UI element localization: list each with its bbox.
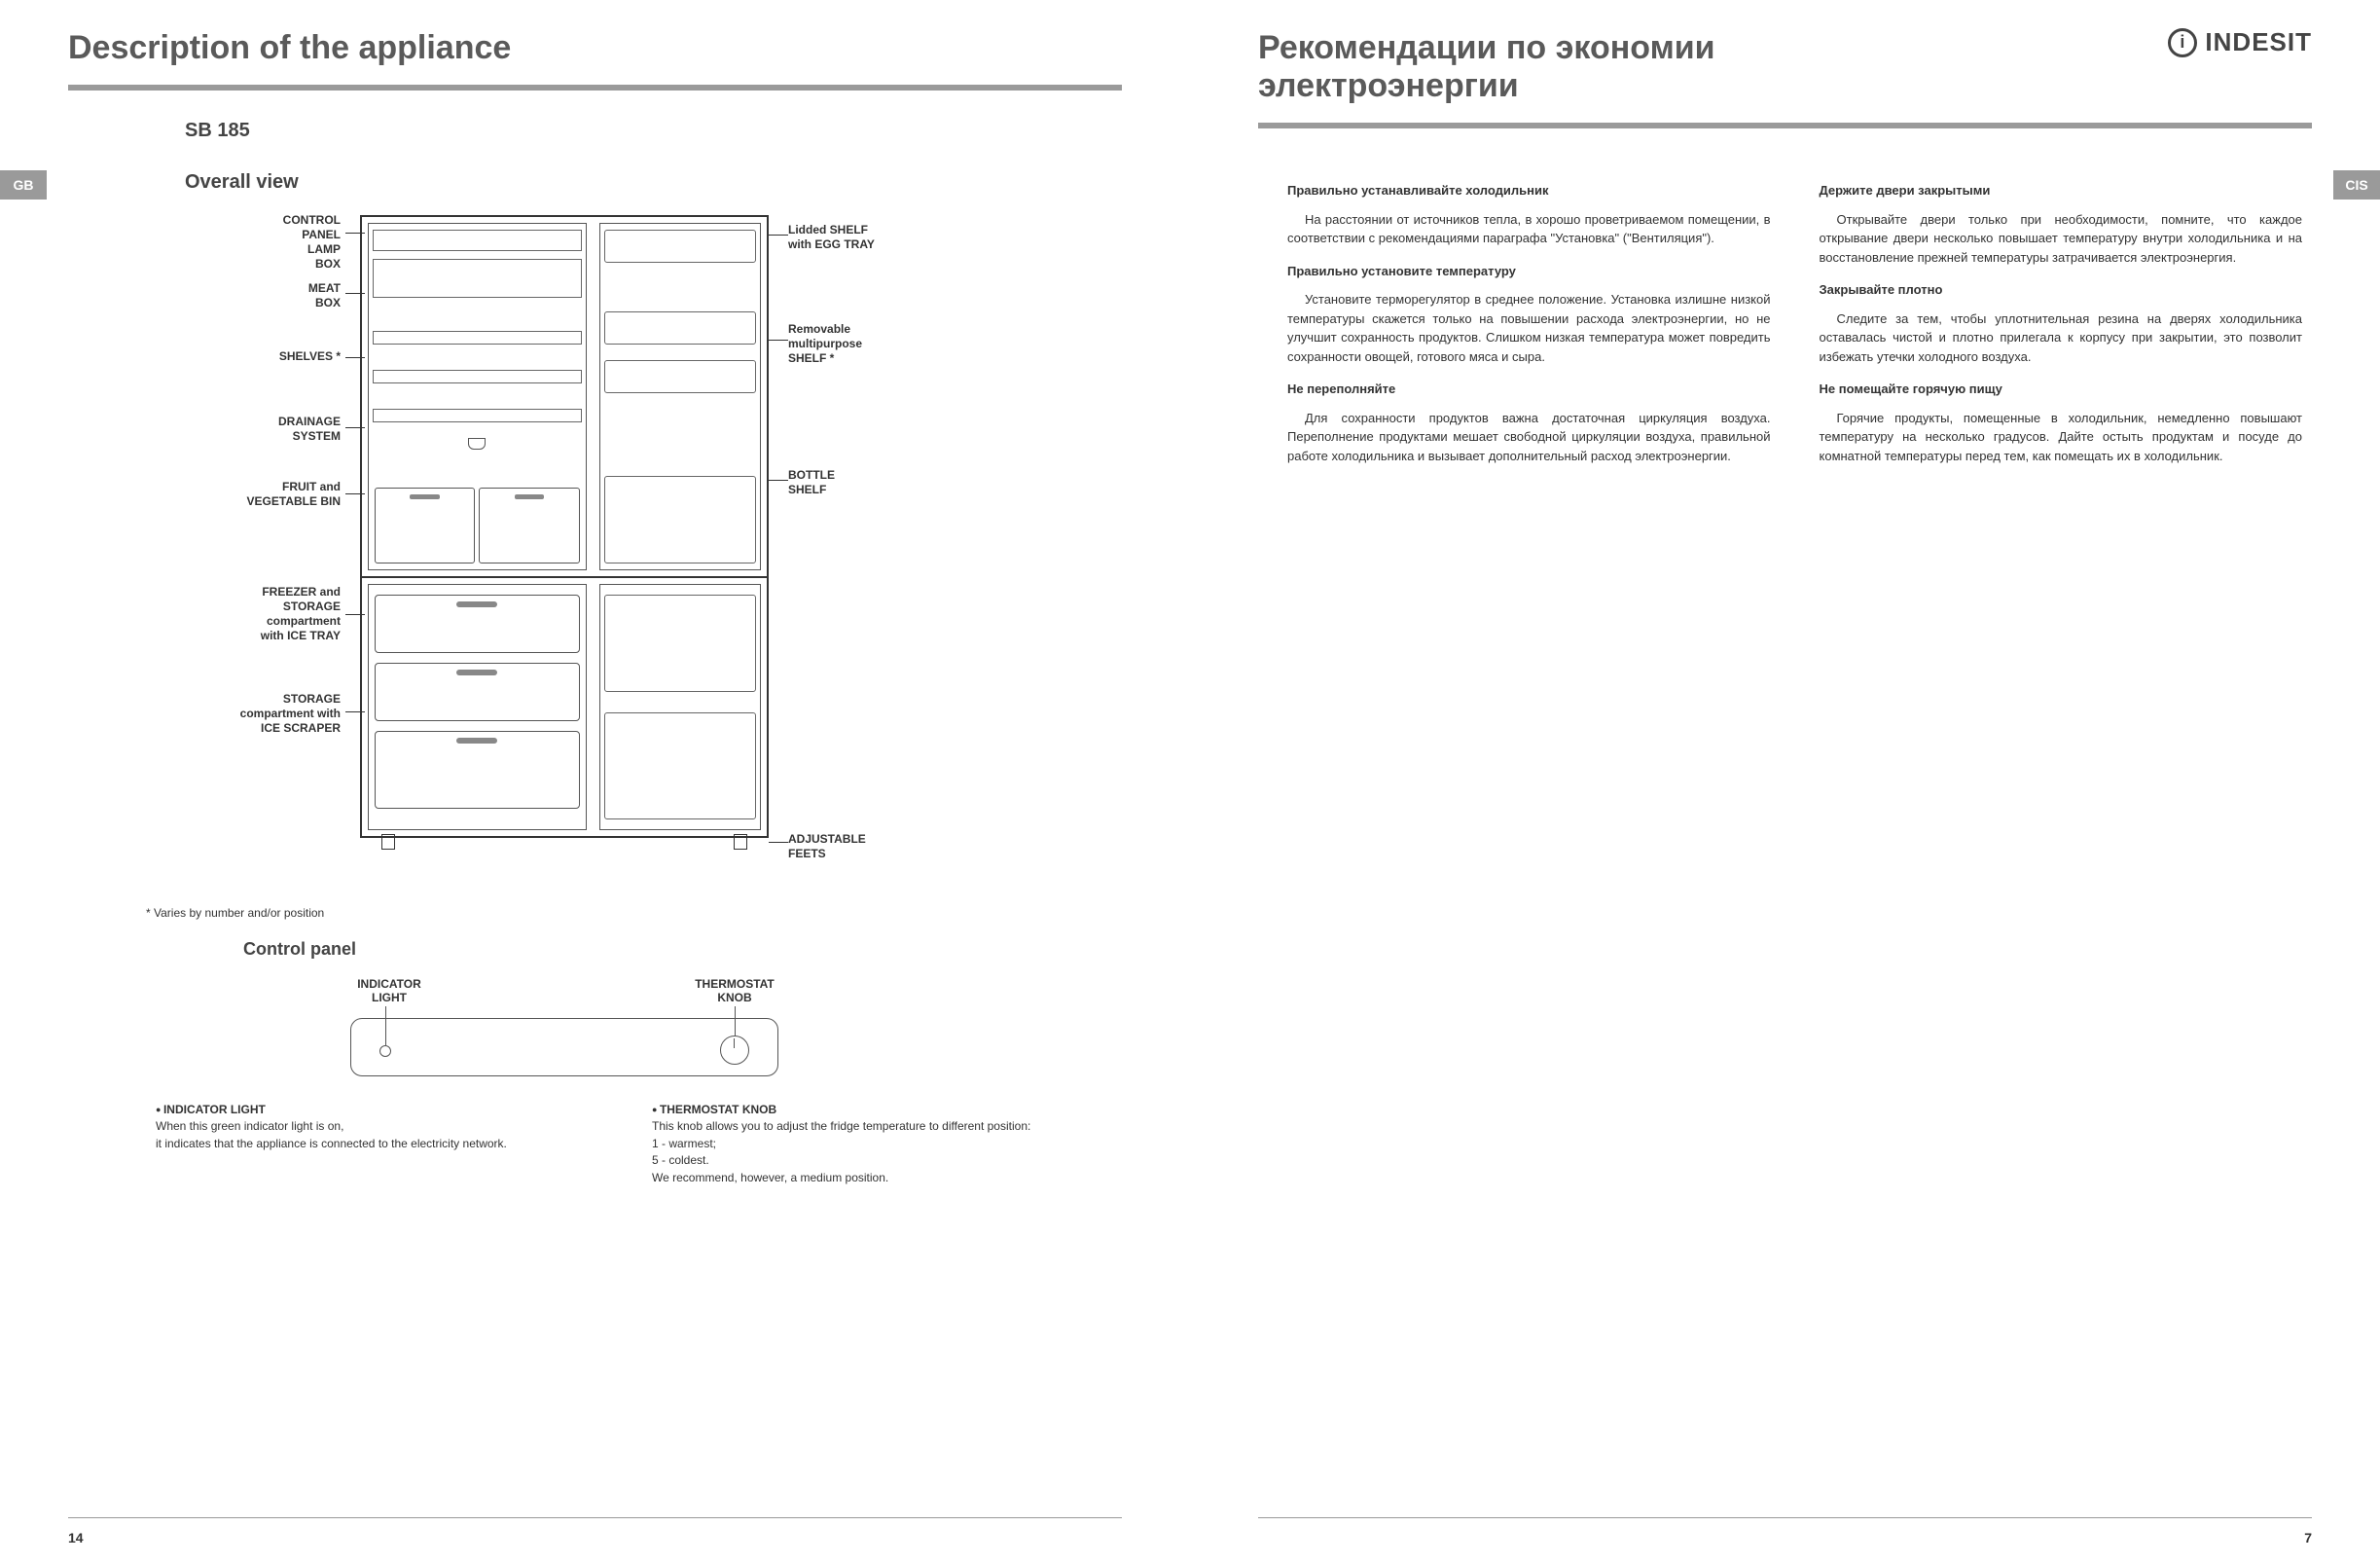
col2-h2: Закрывайте плотно xyxy=(1820,280,2303,300)
fridge-door xyxy=(599,223,761,570)
note-knob-head: THERMOSTAT KNOB xyxy=(660,1103,776,1116)
col1-h2: Правильно установите температуру xyxy=(1287,262,1771,281)
lead xyxy=(345,614,365,615)
col2-h1: Держите двери закрытыми xyxy=(1820,181,2303,200)
model-number: SB 185 xyxy=(185,120,1122,142)
note-thermostat-knob: THERMOSTAT KNOB This knob allows you to … xyxy=(652,1102,1061,1186)
col1-h1: Правильно устанавливайте холодильник xyxy=(1287,181,1771,200)
egg-tray-shelf xyxy=(604,230,756,263)
shelf-3 xyxy=(373,409,582,422)
foot-left xyxy=(381,834,395,850)
fridge-outline xyxy=(360,215,769,838)
col1-p1: На расстоянии от источников тепла, в хор… xyxy=(1287,210,1771,248)
note-knob-body: This knob allows you to adjust the fridg… xyxy=(652,1119,1030,1183)
col1-p3: Для сохранности продуктов важна достаточ… xyxy=(1287,409,1771,466)
col2-h3: Не помещайте горячую пищу xyxy=(1820,380,2303,399)
shelf-2 xyxy=(373,370,582,383)
freezer-drawer-1 xyxy=(375,595,580,653)
shelf-1 xyxy=(373,331,582,345)
content-columns: Правильно устанавливайте холодильник На … xyxy=(1258,158,2312,465)
page-number-right: 7 xyxy=(2304,1530,2312,1545)
brand-text: INDESIT xyxy=(2205,27,2312,57)
control-panel-diagram: INDICATORLIGHT THERMOSTATKNOB xyxy=(234,977,934,1084)
label-indicator-light: INDICATORLIGHT xyxy=(331,977,448,1004)
page-title-right: Рекомендации по экономии электроэнергии xyxy=(1258,29,1959,105)
lead xyxy=(769,480,788,481)
lang-tab-cis: CIS xyxy=(2333,170,2380,200)
col2-p1: Открывайте двери только при необходимост… xyxy=(1820,210,2303,268)
callout-removable-shelf: RemovablemultipurposeSHELF * xyxy=(788,322,1002,366)
lead xyxy=(345,427,365,428)
callout-shelves: SHELVES * xyxy=(146,349,341,364)
callout-bottle-shelf: BOTTLESHELF xyxy=(788,468,1002,497)
lead xyxy=(769,842,788,843)
control-panel-heading: Control panel xyxy=(243,939,1122,960)
control-panel-notes: INDICATOR LIGHT When this green indicato… xyxy=(156,1102,1122,1186)
callout-feet: ADJUSTABLEFEETS xyxy=(788,832,1002,861)
label-thermostat-knob: THERMOSTATKNOB xyxy=(676,977,793,1004)
lang-tab-gb: GB xyxy=(0,170,47,200)
note-indicator-light: INDICATOR LIGHT When this green indicato… xyxy=(156,1102,564,1186)
callout-control-panel: CONTROLPANELLAMPBOX xyxy=(146,213,341,272)
col1-p2: Установите терморегулятор в среднее поло… xyxy=(1287,290,1771,366)
freezer-drawer-3 xyxy=(375,731,580,809)
note-light-head: INDICATOR LIGHT xyxy=(163,1103,266,1116)
freezer-section xyxy=(362,576,767,836)
foot-right xyxy=(734,834,747,850)
lead xyxy=(769,340,788,341)
footer-rule xyxy=(68,1517,1122,1518)
col2-p3: Горячие продукты, помещенные в холодильн… xyxy=(1820,409,2303,466)
fridge-top-section xyxy=(362,217,767,576)
freezer-door xyxy=(599,584,761,830)
indicator-light-icon xyxy=(379,1045,391,1057)
lead xyxy=(345,233,365,234)
freezer-door-lower xyxy=(604,712,756,819)
brand-icon: i xyxy=(2168,28,2197,57)
lead xyxy=(345,293,365,294)
freezer-drawer-2 xyxy=(375,663,580,721)
control-panel-box xyxy=(350,1018,778,1076)
column-1: Правильно устанавливайте холодильник На … xyxy=(1287,167,1771,465)
page-title-left: Description of the appliance xyxy=(68,29,1122,67)
control-panel-area xyxy=(373,230,582,251)
veg-bin-left xyxy=(375,488,475,563)
thermostat-knob-icon xyxy=(720,1036,749,1065)
page-number-left: 14 xyxy=(68,1530,84,1545)
freezer-door-upper xyxy=(604,595,756,692)
lead xyxy=(345,493,365,494)
drainage-hole xyxy=(468,438,486,450)
callout-storage: STORAGEcompartment withICE SCRAPER xyxy=(146,692,341,736)
callout-meat-box: MEATBOX xyxy=(146,281,341,310)
bottle-shelf xyxy=(604,476,756,563)
fridge-main-compartment xyxy=(368,223,587,570)
divider xyxy=(68,85,1122,91)
meat-box xyxy=(373,259,582,298)
lead xyxy=(345,711,365,712)
callout-freezer: FREEZER andSTORAGEcompartmentwith ICE TR… xyxy=(146,585,341,643)
door-shelf-1 xyxy=(604,311,756,345)
column-2: Держите двери закрытыми Открывайте двери… xyxy=(1820,167,2303,465)
lead xyxy=(769,235,788,236)
note-light-body: When this green indicator light is on,it… xyxy=(156,1119,507,1149)
freezer-main xyxy=(368,584,587,830)
divider xyxy=(1258,123,2312,128)
veg-bin-right xyxy=(479,488,579,563)
page-right: i INDESIT Рекомендации по экономии элект… xyxy=(1190,0,2380,1563)
page-left: Description of the appliance GB SB 185 O… xyxy=(0,0,1190,1563)
appliance-diagram: CONTROLPANELLAMPBOX MEATBOX SHELVES * DR… xyxy=(146,205,1022,887)
col1-h3: Не переполняйте xyxy=(1287,380,1771,399)
door-shelf-2 xyxy=(604,360,756,393)
overall-view-heading: Overall view xyxy=(185,171,1122,194)
brand-logo: i INDESIT xyxy=(2168,27,2312,57)
footnote: * Varies by number and/or position xyxy=(146,906,1122,920)
footer-rule xyxy=(1258,1517,2312,1518)
veg-bins xyxy=(375,488,580,563)
callout-lidded-shelf: Lidded SHELFwith EGG TRAY xyxy=(788,223,1002,252)
lead xyxy=(345,357,365,358)
col2-p2: Следите за тем, чтобы уплотнительная рез… xyxy=(1820,309,2303,367)
callout-fruit-veg: FRUIT andVEGETABLE BIN xyxy=(146,480,341,509)
callout-drainage: DRAINAGESYSTEM xyxy=(146,415,341,444)
